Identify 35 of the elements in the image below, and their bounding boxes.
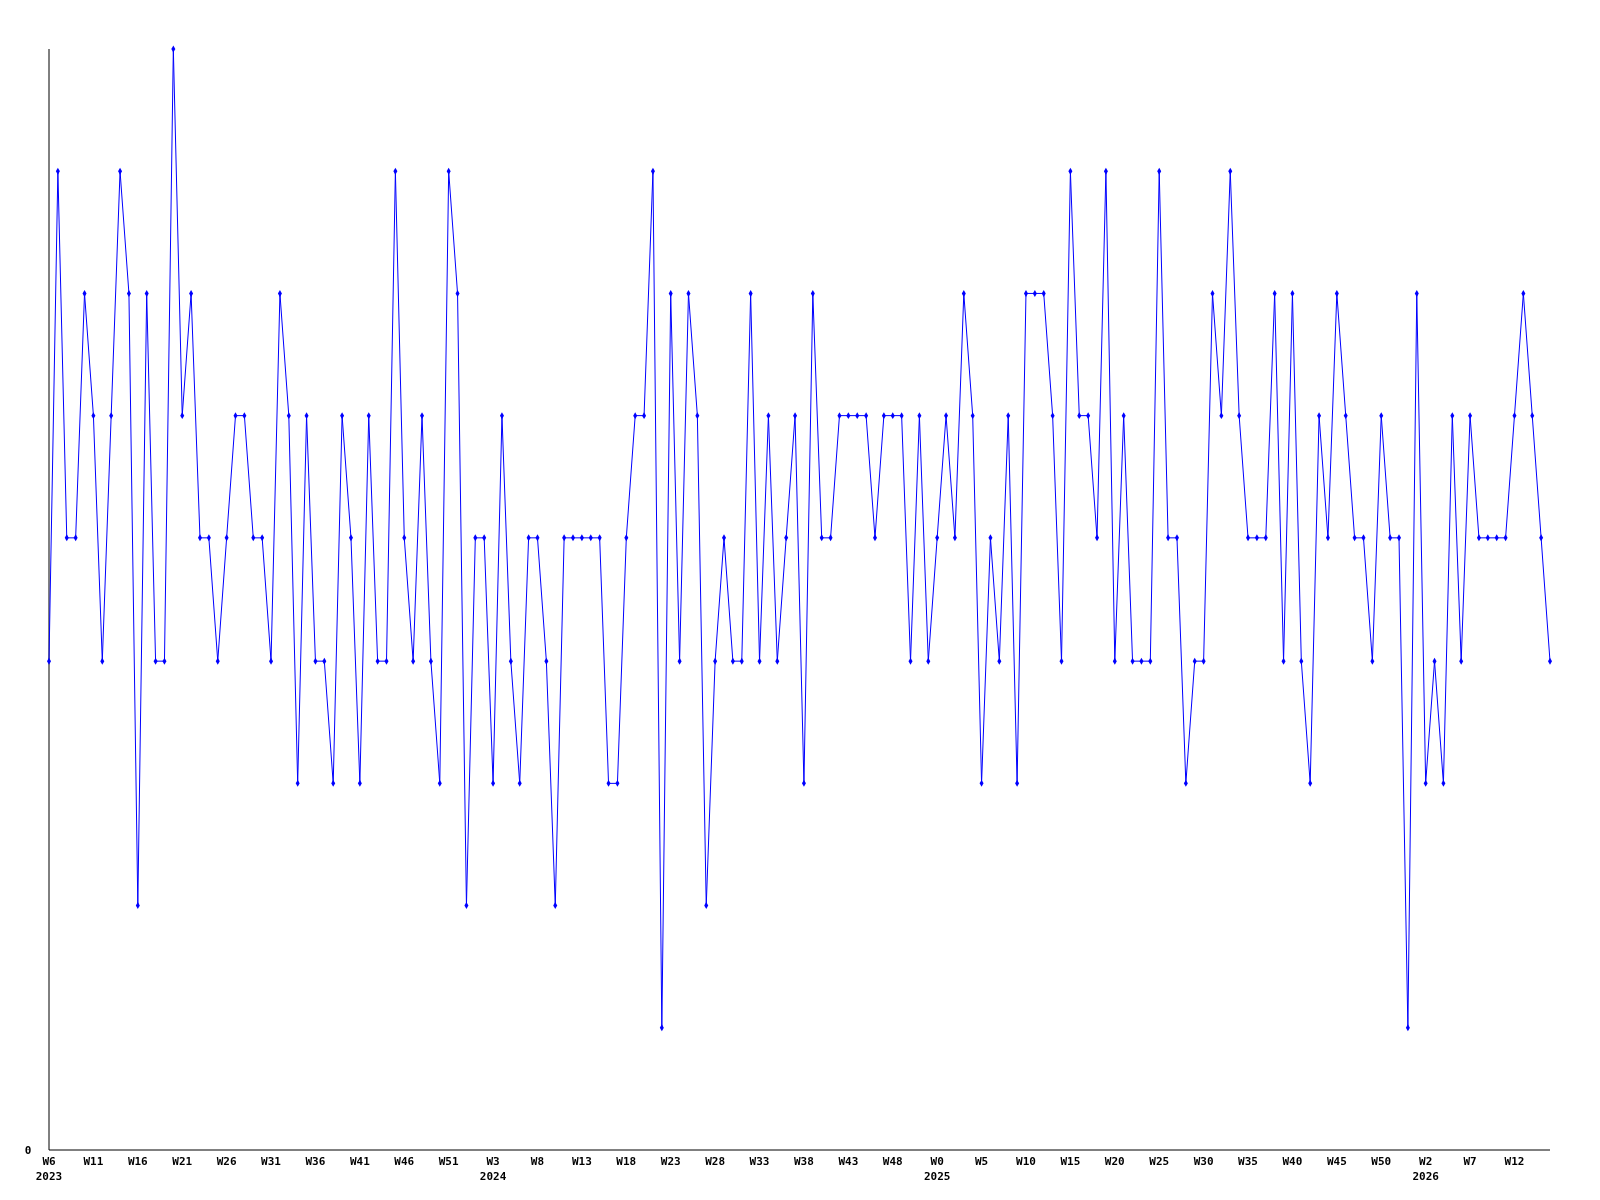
x-tick-label: W28	[705, 1155, 726, 1168]
x-tick-label: W40	[1282, 1155, 1303, 1168]
x-tick-label: W45	[1326, 1155, 1347, 1168]
x-tick-label: W25	[1149, 1155, 1170, 1168]
x-tick-label: W12	[1504, 1155, 1525, 1168]
x-tick-label: W10	[1016, 1155, 1036, 1168]
x-tick-label: W23	[660, 1155, 681, 1168]
x-tick-label: W8	[530, 1155, 545, 1168]
x-tick-label: W3 2024	[479, 1155, 507, 1183]
x-tick-label: W38	[794, 1155, 814, 1168]
x-tick-label: W21	[172, 1155, 193, 1168]
x-tick-label: W7	[1463, 1155, 1477, 1168]
x-tick-label: W43	[838, 1155, 859, 1168]
x-tick-label: W13	[571, 1155, 592, 1168]
x-tick-label: W46	[394, 1155, 415, 1168]
x-tick-label: W33	[749, 1155, 770, 1168]
x-tick-label: W6 2023	[35, 1155, 63, 1183]
x-tick-label: W16	[127, 1155, 149, 1168]
text: 0	[24, 1144, 32, 1157]
x-tick-label: W26	[216, 1155, 237, 1168]
x-tick-label: W50	[1371, 1155, 1392, 1168]
x-tick-label: W41	[349, 1155, 371, 1168]
x-tick-label: W2 2026	[1412, 1155, 1440, 1183]
x-tick-label: W35	[1238, 1155, 1258, 1168]
x-tick-label: W30	[1193, 1155, 1214, 1168]
x-tick-label: W48	[882, 1155, 903, 1168]
x-tick-label: W5	[974, 1155, 989, 1168]
x-tick-label: W20	[1104, 1155, 1125, 1168]
x-tick-label: W36	[305, 1155, 326, 1168]
x-tick-label: W15	[1060, 1155, 1081, 1168]
x-tick-label: W11	[83, 1155, 104, 1168]
x-tick-label: W0 2025	[923, 1155, 951, 1183]
x-tick-label: W18	[616, 1155, 637, 1168]
x-tick-label: W51	[438, 1155, 459, 1168]
x-tick-label: W31	[261, 1155, 282, 1168]
